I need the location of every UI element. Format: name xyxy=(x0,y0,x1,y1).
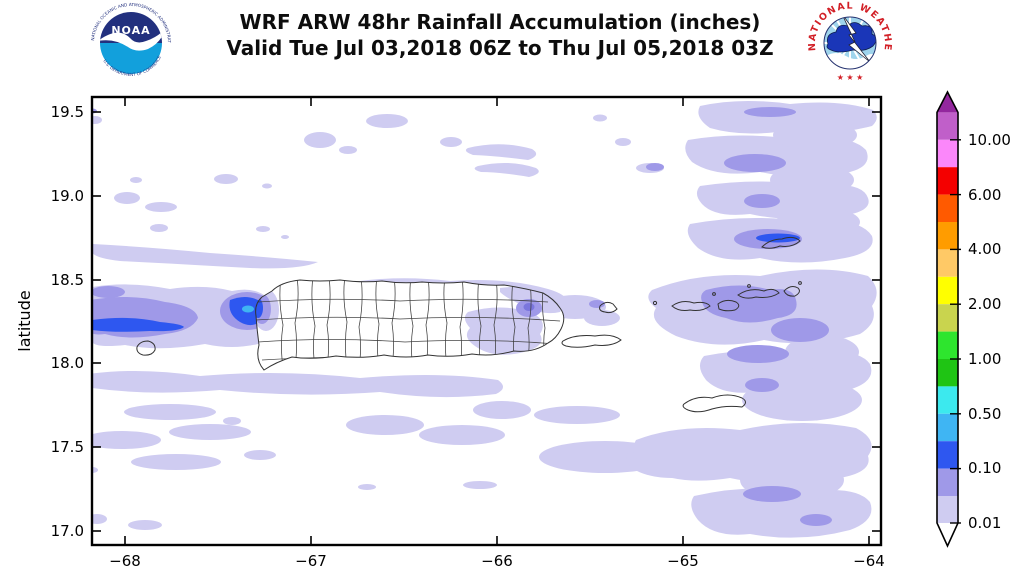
cbar-under-arrow xyxy=(937,523,958,546)
cbar-ticks xyxy=(950,139,961,524)
islet xyxy=(652,300,658,306)
nws-logo: NATIONAL WEATHER SERVICE ★ ★ ★ xyxy=(798,0,898,88)
x-tick: −65 xyxy=(667,552,699,570)
puerto-rico-coastline xyxy=(255,279,565,371)
cbar-over-arrow xyxy=(937,92,958,113)
mona-island xyxy=(136,340,156,356)
nws-logo-graphic: NATIONAL WEATHER SERVICE ★ ★ ★ xyxy=(798,0,892,85)
y-axis-title: latitude xyxy=(15,290,34,351)
islet xyxy=(747,284,751,288)
y-tick: 17.5 xyxy=(51,438,84,456)
cbar-seg xyxy=(937,249,958,277)
tortola-island xyxy=(737,288,780,299)
cbar-label: 4.00 xyxy=(968,240,1001,258)
cbar-label: 10.00 xyxy=(968,131,1011,149)
cbar-labels: 10.00 6.00 4.00 2.00 1.00 0.50 0.10 0.01 xyxy=(968,131,1011,532)
municipality-boundaries xyxy=(255,280,561,370)
cbar-seg xyxy=(937,386,958,414)
x-axis-labels: −68 −67 −66 −65 −64 xyxy=(109,552,885,570)
y-tick: 19.0 xyxy=(51,187,84,205)
st-croix-island xyxy=(682,394,746,413)
cbar-seg xyxy=(937,304,958,332)
plot-frame xyxy=(90,95,883,547)
islet xyxy=(712,292,716,296)
culebra-island xyxy=(599,301,618,314)
cbar-seg xyxy=(937,194,958,222)
cbar-seg xyxy=(937,496,958,523)
virgin-gorda-island xyxy=(783,286,800,297)
cbar-seg xyxy=(937,468,958,496)
st-thomas-island xyxy=(671,301,711,311)
cbar-seg xyxy=(937,276,958,305)
cbar-seg xyxy=(937,359,958,387)
rainfall-map: 19.5 19.0 18.5 18.0 17.5 17.0 −68 −67 −6… xyxy=(15,90,1011,570)
st-john-island xyxy=(717,299,740,312)
colorbar: 10.00 6.00 4.00 2.00 1.00 0.50 0.10 0.01 xyxy=(936,90,1011,548)
rain-level-0.25 xyxy=(242,305,254,313)
nws-stars: ★ ★ ★ xyxy=(837,73,864,82)
cbar-label: 1.00 xyxy=(968,350,1001,368)
y-tick: 18.5 xyxy=(51,271,84,289)
cbar-seg xyxy=(937,441,958,469)
x-tick: −64 xyxy=(853,552,885,570)
cbar-seg xyxy=(937,139,958,168)
cbar-seg xyxy=(937,112,958,140)
noaa-logo-graphic: NOAA NATIONAL OCEANIC AND ATMOSPHERIC AD… xyxy=(82,0,172,83)
x-tick: −68 xyxy=(109,552,141,570)
valid-time-subtitle: Valid Tue Jul 03,2018 06Z to Thu Jul 05,… xyxy=(226,36,774,60)
cbar-label: 0.50 xyxy=(968,405,1001,423)
x-tick: −67 xyxy=(295,552,327,570)
x-tick: −66 xyxy=(481,552,513,570)
y-tick: 18.0 xyxy=(51,354,84,372)
cbar-label: 0.10 xyxy=(968,459,1001,477)
island-outlines xyxy=(136,236,802,413)
page-title: WRF ARW 48hr Rainfall Accumulation (inch… xyxy=(239,10,761,34)
y-axis-labels: 19.5 19.0 18.5 18.0 17.5 17.0 xyxy=(51,103,84,540)
axis-ticks xyxy=(92,97,881,545)
cbar-label: 6.00 xyxy=(968,186,1001,204)
cbar-seg xyxy=(937,167,958,195)
cbar-label: 0.01 xyxy=(968,514,1001,532)
cbar-label: 2.00 xyxy=(968,295,1001,313)
y-tick: 19.5 xyxy=(51,103,84,121)
title-block: WRF ARW 48hr Rainfall Accumulation (inch… xyxy=(162,9,838,61)
anegada-island xyxy=(761,236,801,249)
cbar-seg xyxy=(937,331,958,359)
y-tick: 17.0 xyxy=(51,522,84,540)
noaa-seagull-icon xyxy=(100,28,162,51)
rain-shading xyxy=(93,100,877,538)
cbar-seg xyxy=(937,413,958,442)
islet xyxy=(798,281,802,285)
noaa-logo: NOAA NATIONAL OCEANIC AND ATMOSPHERIC AD… xyxy=(82,0,178,88)
vieques-island xyxy=(561,334,622,348)
noaa-wordmark: NOAA xyxy=(111,24,150,37)
cbar-seg xyxy=(937,222,958,250)
